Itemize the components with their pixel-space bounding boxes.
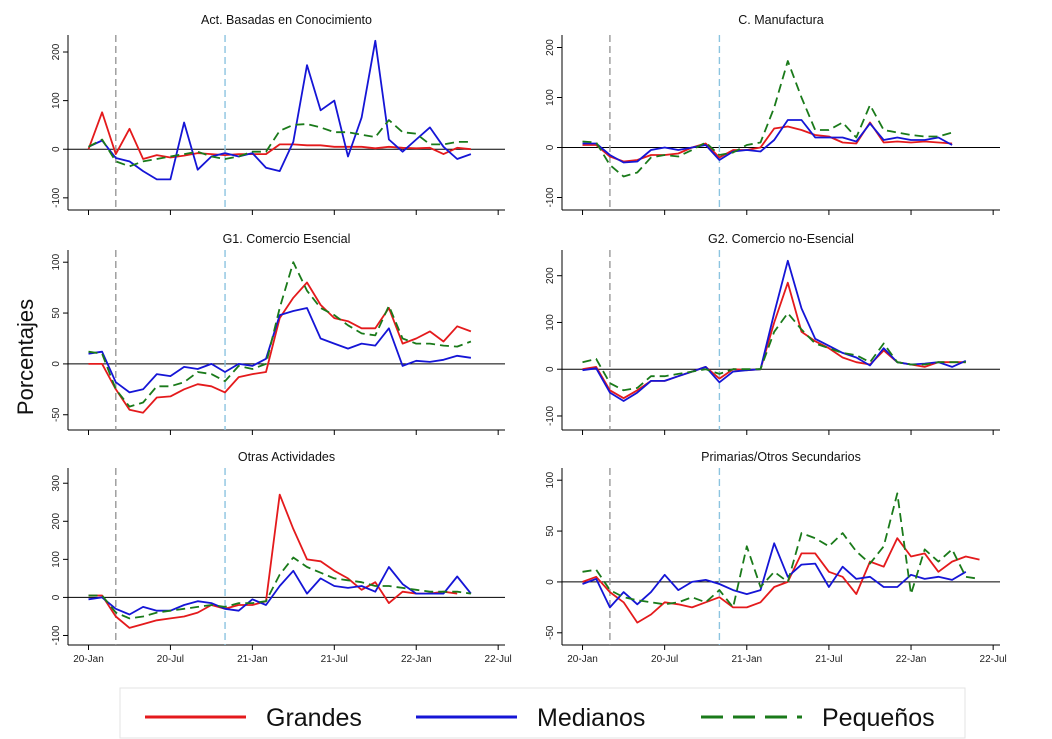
x-tick-label: 21-Jan <box>237 654 268 665</box>
chart-panel: C. Manufactura -100 0 100 200 <box>545 13 1000 215</box>
y-tick-label: 100 <box>545 89 556 106</box>
series-line-medianos <box>582 542 967 609</box>
series-line-medianos <box>582 119 953 164</box>
y-tick-label: -50 <box>545 625 556 640</box>
chart-panel: G1. Comercio Esencial -50 0 50 100 <box>51 232 505 435</box>
chart-panel: Act. Basadas en Conocimiento -100 0 100 200 <box>51 13 505 215</box>
series-line-grandes <box>88 493 458 629</box>
panel-title: Otras Actividades <box>238 450 335 464</box>
legend-label-grandes: Grandes <box>266 704 362 732</box>
series-line-grandes <box>88 281 472 414</box>
series-line-pequenos <box>582 492 980 609</box>
x-tick-label: 20-Jan <box>567 654 598 665</box>
chart-panel: Primarias/Otros Secundarios -50 0 50 100 20-J… <box>545 450 1007 665</box>
y-tick-label: 200 <box>51 513 62 530</box>
legend-frame <box>119 687 966 739</box>
series-line-medianos <box>88 307 472 394</box>
x-tick-label: 22-Jul <box>485 654 512 665</box>
y-tick-label: 100 <box>51 551 62 568</box>
y-tick-label: 100 <box>51 92 62 109</box>
y-tick-label: 0 <box>545 579 556 585</box>
series-line-pequenos <box>88 119 471 168</box>
panel-title: Primarias/Otros Secundarios <box>701 450 861 464</box>
y-tick-label: -100 <box>545 406 556 426</box>
y-tick-label: -100 <box>51 187 62 207</box>
legend: Grandes Medianos Pequeños <box>119 687 966 739</box>
y-tick-label: 300 <box>51 474 62 491</box>
y-tick-label: 200 <box>545 267 556 284</box>
series-line-pequenos <box>88 556 472 620</box>
series-line-pequenos <box>88 261 472 408</box>
series-line-pequenos <box>582 60 953 178</box>
y-tick-label: -50 <box>51 407 62 422</box>
y-tick-label: 0 <box>51 594 62 600</box>
series-line-pequenos <box>582 312 966 392</box>
chart-panel: Otras Actividades -100 0 100 200 300 20-Jan 20-… <box>51 450 512 665</box>
series-line-grandes <box>582 537 980 624</box>
panel-title: C. Manufactura <box>738 13 824 27</box>
x-tick-label: 20-Jan <box>73 654 104 665</box>
x-tick-label: 22-Jan <box>401 654 432 665</box>
panel-title: Act. Basadas en Conocimiento <box>201 13 372 27</box>
x-tick-label: 20-Jul <box>157 654 184 665</box>
chart-panel: G2. Comercio no-Esencial -100 0 100 200 <box>545 232 1000 435</box>
x-tick-label: 21-Jul <box>815 654 842 665</box>
y-axis-label: Porcentajes <box>13 299 38 415</box>
y-tick-label: -100 <box>51 625 62 645</box>
y-tick-label: 100 <box>545 471 556 488</box>
y-tick-label: 200 <box>545 39 556 56</box>
series-line-grandes <box>582 281 966 400</box>
series-line-medianos <box>88 566 472 616</box>
y-tick-label: 50 <box>51 307 62 319</box>
x-tick-label: 20-Jul <box>651 654 678 665</box>
legend-label-medianos: Medianos <box>537 704 645 732</box>
x-tick-label: 21-Jan <box>731 654 762 665</box>
y-tick-label: -100 <box>545 187 556 207</box>
x-tick-label: 22-Jan <box>896 654 927 665</box>
panels: Act. Basadas en Conocimiento-1000100200C… <box>51 13 1007 665</box>
x-tick-label: 22-Jul <box>980 654 1007 665</box>
series-line-grandes <box>582 121 953 163</box>
y-tick-label: 0 <box>51 146 62 152</box>
y-tick-label: 50 <box>545 525 556 537</box>
legend-label-pequenos: Pequeños <box>822 704 935 732</box>
panel-title: G1. Comercio Esencial <box>223 232 351 246</box>
y-tick-label: 200 <box>51 43 62 60</box>
x-tick-label: 21-Jul <box>321 654 348 665</box>
series-line-medianos <box>88 39 472 181</box>
panel-title: G2. Comercio no-Esencial <box>708 232 854 246</box>
series-line-grandes <box>87 111 471 160</box>
y-tick-label: 0 <box>51 361 62 367</box>
y-tick-label: 100 <box>51 253 62 270</box>
y-tick-label: 0 <box>545 366 556 372</box>
y-tick-label: 0 <box>545 144 556 150</box>
y-tick-label: 100 <box>545 314 556 331</box>
